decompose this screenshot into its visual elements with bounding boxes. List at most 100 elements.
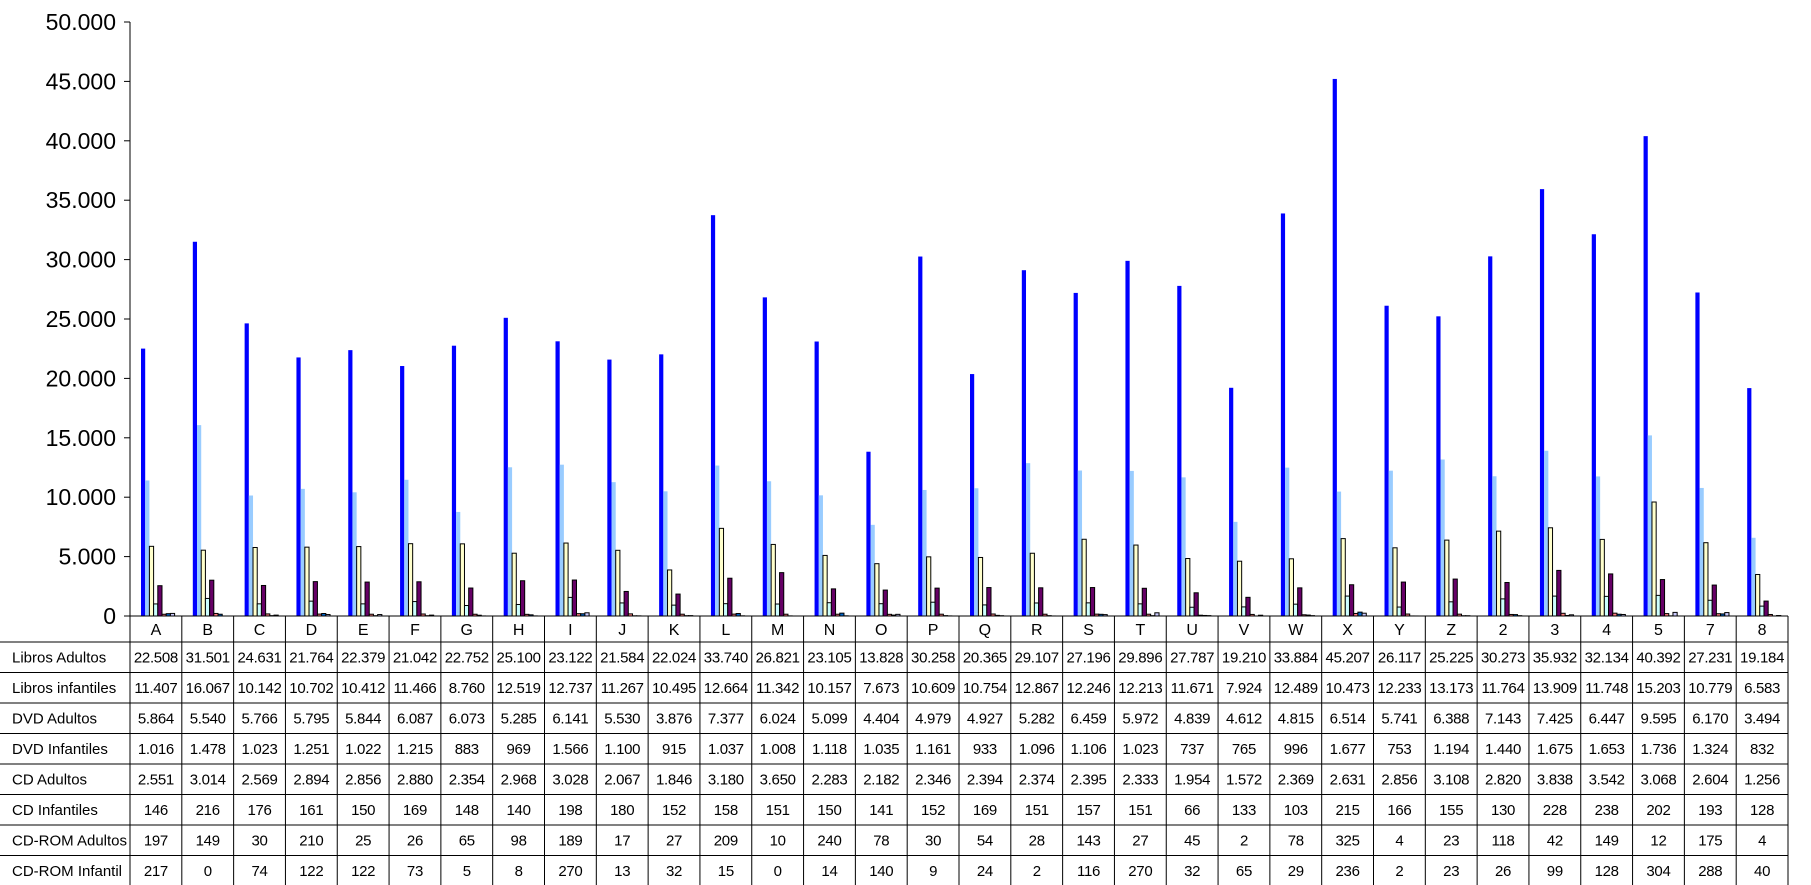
table-cell: 2.354 xyxy=(449,771,485,788)
table-cell: 22.508 xyxy=(134,649,178,666)
category-label: 8 xyxy=(1758,622,1767,639)
table-cell: 29.107 xyxy=(1015,649,1059,666)
table-cell: 1.096 xyxy=(1019,741,1055,758)
bar-R-0 xyxy=(1021,270,1027,616)
table-cell: 17 xyxy=(614,832,630,849)
table-cell: 32.134 xyxy=(1585,649,1629,666)
table-cell: 29 xyxy=(1288,863,1304,880)
category-label: M xyxy=(771,622,784,639)
bar-F-4 xyxy=(416,581,422,617)
table-cell: 152 xyxy=(921,802,945,819)
table-cell: 166 xyxy=(1387,802,1411,819)
table-cell: 304 xyxy=(1646,863,1670,880)
bar-H-2 xyxy=(511,552,517,617)
table-cell: 189 xyxy=(558,832,582,849)
table-cell: 2.968 xyxy=(501,771,537,788)
bar-D-2 xyxy=(304,546,310,617)
series-name: CD Adultos xyxy=(12,771,87,788)
bar-D-0 xyxy=(296,357,301,616)
table-cell: 210 xyxy=(299,832,323,849)
table-cell: 270 xyxy=(558,863,582,880)
bar-Y-0 xyxy=(1384,305,1389,616)
table-cell: 1.572 xyxy=(1226,771,1262,788)
table-cell: 19.210 xyxy=(1222,649,1266,666)
bar-S-0 xyxy=(1073,292,1078,616)
table-cell: 9 xyxy=(929,863,937,880)
bar-8-1 xyxy=(1751,537,1756,616)
table-cell: 12.213 xyxy=(1118,680,1162,697)
bar-7-3 xyxy=(1707,599,1713,617)
bar-H-1 xyxy=(507,467,513,616)
bar-Q-3 xyxy=(982,604,988,617)
table-cell: 148 xyxy=(455,802,479,819)
table-cell: 32 xyxy=(666,863,682,880)
table-cell: 3.180 xyxy=(708,771,744,788)
bar-M-0 xyxy=(762,297,767,616)
y-tick-label: 30.000 xyxy=(46,247,116,273)
bar-L-1 xyxy=(715,465,720,616)
bar-5-0 xyxy=(1643,136,1648,616)
table-cell: 8.760 xyxy=(449,680,485,697)
table-cell: 140 xyxy=(869,863,893,880)
series-name: CD Infantiles xyxy=(12,802,98,819)
table-cell: 10.609 xyxy=(911,680,955,697)
table-cell: 74 xyxy=(251,863,267,880)
bar-V-3 xyxy=(1241,606,1247,617)
category-label: I xyxy=(568,622,572,639)
category-label: F xyxy=(410,622,420,639)
bar-G-3 xyxy=(463,605,470,617)
table-cell: 2.333 xyxy=(1122,771,1158,788)
category-label: U xyxy=(1186,622,1198,639)
category-label: X xyxy=(1342,622,1353,639)
table-cell: 22.024 xyxy=(652,649,696,666)
bar-5-1 xyxy=(1647,435,1652,616)
bar-X-1 xyxy=(1336,491,1342,616)
table-cell: 4 xyxy=(1395,832,1403,849)
y-axis: 0 5.000 10.000 15.000 20.000 25.000 30.000 35.0… xyxy=(46,9,131,629)
table-cell: 3.108 xyxy=(1433,771,1469,788)
table-cell: 12.233 xyxy=(1377,680,1421,697)
bar-8-2 xyxy=(1755,573,1761,617)
category-label: L xyxy=(721,622,730,639)
table-cell: 151 xyxy=(766,802,790,819)
bar-Z-0 xyxy=(1436,316,1441,616)
table-cell: 176 xyxy=(247,802,271,819)
table-cell: 10.779 xyxy=(1688,680,1732,697)
bar-4-4 xyxy=(1608,573,1614,617)
bar-X-3 xyxy=(1344,595,1350,617)
table-cell: 54 xyxy=(977,832,993,849)
bar-5-7 xyxy=(1672,611,1678,617)
bar-T-3 xyxy=(1137,603,1143,617)
series-name: CD-ROM Adultos xyxy=(12,832,127,849)
bar-W-4 xyxy=(1297,587,1303,617)
category-label: 5 xyxy=(1654,622,1663,639)
table-cell: 122 xyxy=(351,863,375,880)
table-cell: 4 xyxy=(1758,832,1766,849)
table-cell: 4.404 xyxy=(863,710,899,727)
table-cell: 2 xyxy=(1033,863,1041,880)
bar-M-1 xyxy=(766,481,772,616)
table-cell: 765 xyxy=(1232,741,1256,758)
bar-S-4 xyxy=(1089,587,1096,617)
table-cell: 22.752 xyxy=(445,649,489,666)
table-cell: 11.407 xyxy=(134,680,177,697)
table-cell: 1.035 xyxy=(863,741,899,758)
y-tick-label: 40.000 xyxy=(46,128,116,154)
bar-E-0 xyxy=(348,350,353,616)
series-name: Libros infantiles xyxy=(12,680,116,697)
table-cell: 11.342 xyxy=(756,680,799,697)
table-cell: 1.023 xyxy=(242,741,278,758)
table-cell: 146 xyxy=(144,802,168,819)
table-cell: 33.740 xyxy=(704,649,748,666)
bar-H-0 xyxy=(503,317,508,616)
bar-R-1 xyxy=(1026,463,1031,616)
bar-G-0 xyxy=(451,345,457,616)
table-cell: 26 xyxy=(407,832,423,849)
table-cell: 216 xyxy=(196,802,220,819)
bar-3-4 xyxy=(1556,569,1562,617)
category-label: 4 xyxy=(1602,622,1611,639)
bar-F-0 xyxy=(400,366,405,616)
bar-C-2 xyxy=(252,546,258,617)
bar-8-3 xyxy=(1759,605,1765,617)
table-cell: 27.231 xyxy=(1688,649,1732,666)
